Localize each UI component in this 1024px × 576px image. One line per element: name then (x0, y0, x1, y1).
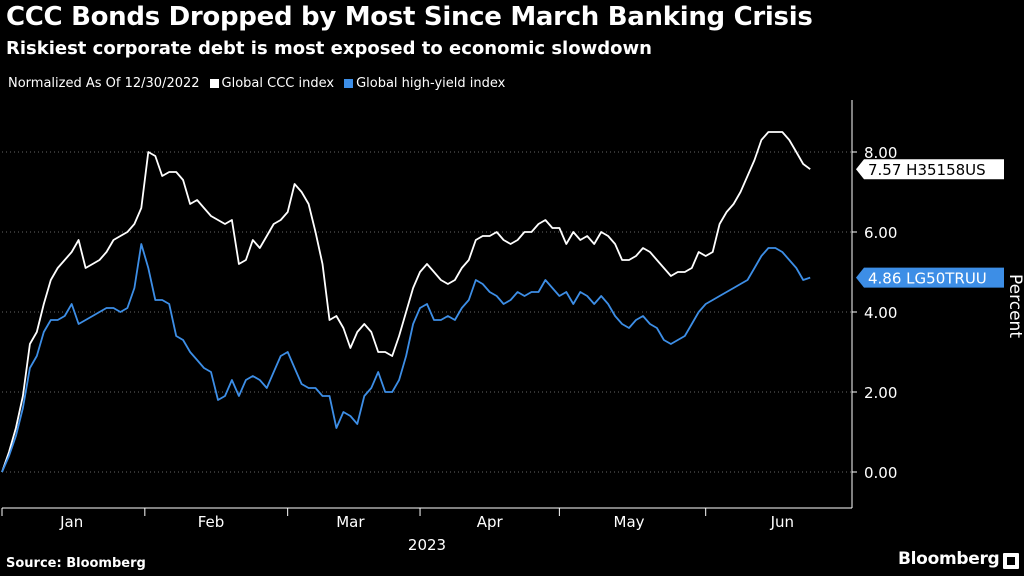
bloomberg-logo: Bloomberg (898, 549, 1000, 569)
chart-title: CCC Bonds Dropped by Most Since March Ba… (6, 2, 813, 32)
y-tick-label: 6.00 (864, 224, 897, 242)
legend-item-ccc: Global CCC index (209, 76, 335, 91)
x-tick-label: Jun (770, 513, 794, 531)
source-note: Source: Bloomberg (6, 556, 146, 571)
axes: 0.00 2.00 4.00 6.00 8.00 Percent Jan Feb Mar Apr M… (1, 100, 1024, 554)
end-label-ccc: 7.57 H35158US (868, 161, 986, 179)
y-tick-label: 2.00 (864, 384, 897, 402)
x-year-label: 2023 (408, 536, 446, 554)
x-tick-label: Jan (59, 513, 83, 531)
x-tick-label: Apr (477, 513, 504, 531)
series-lines (1, 131, 811, 473)
x-tick-label: Feb (198, 513, 225, 531)
series-line-high-yield (1, 243, 811, 473)
grid-lines (2, 151, 852, 473)
end-label-high-yield: 4.86 LG50TRUU (868, 270, 987, 288)
legend-swatch-ccc (209, 79, 219, 88)
legend-swatch-high-yield (344, 79, 354, 88)
legend-label-ccc: Global CCC index (221, 76, 335, 91)
legend-item-high-yield: Global high-yield index (344, 76, 505, 91)
chart-subtitle: Riskiest corporate debt is most exposed … (6, 38, 652, 59)
y-tick-label: 8.00 (864, 144, 897, 162)
end-label-box-high-yield (856, 267, 1004, 288)
y-tick-label: 0.00 (864, 464, 897, 482)
legend-label-high-yield: Global high-yield index (356, 76, 506, 91)
y-axis-label: Percent (1005, 274, 1024, 338)
legend-note: Normalized As Of 12/30/2022 (8, 76, 200, 91)
x-tick-label: May (614, 513, 645, 531)
end-labels: 7.57 H35158US 4.86 LG50TRUU (856, 159, 1004, 288)
chart-legend: Normalized As Of 12/30/2022 Global CCC i… (8, 76, 505, 91)
x-tick-label: Mar (336, 513, 365, 531)
series-line-ccc (1, 131, 811, 473)
end-label-box-ccc (856, 159, 1004, 180)
bloomberg-logo-icon (1003, 553, 1019, 569)
y-tick-label: 4.00 (864, 304, 897, 322)
